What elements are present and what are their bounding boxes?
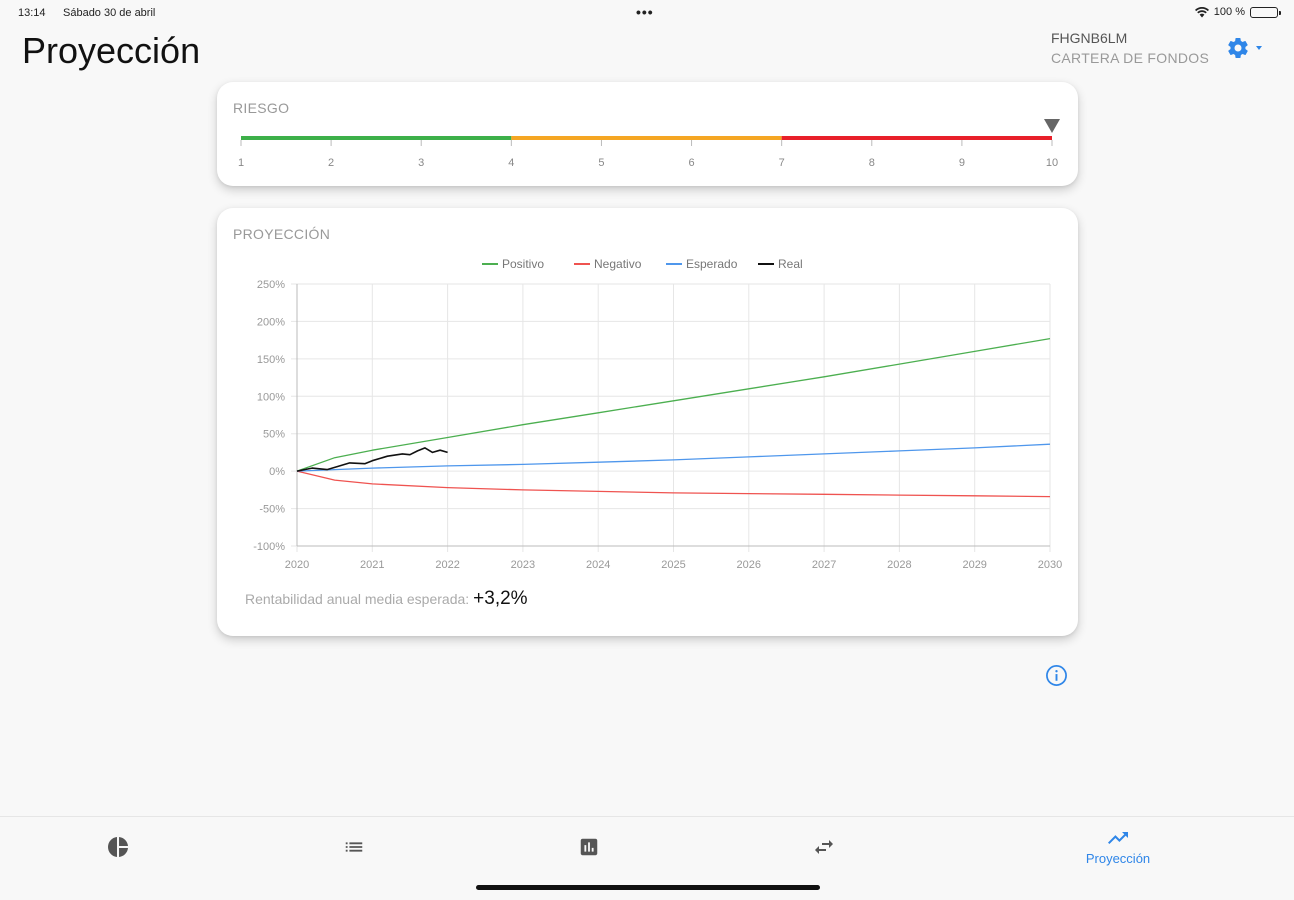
expected-return: Rentabilidad anual media esperada: +3,2% [245,588,528,610]
status-bar: 13:14 Sábado 30 de abril ••• 100 % [0,0,1294,26]
y-tick-label: 150% [257,354,285,366]
account-info: FHGNB6LM CARTERA DE FONDOS [1051,28,1209,68]
nav-tab-list[interactable] [324,817,384,877]
y-tick-label: 250% [257,279,285,291]
wifi-icon [1194,6,1209,17]
risk-tick-label: 3 [418,157,424,169]
y-tick-label: 0% [269,466,285,478]
series-line-negativo [296,470,1051,498]
risk-card: RIESGO 1 2 3 4 5 6 7 8 9 10 [217,82,1078,186]
y-tick-label: -100% [253,541,285,553]
status-time: 13:14 [18,7,46,19]
series-line-positivo [296,337,1051,472]
risk-tick-label: 4 [508,157,514,169]
caret-down-icon [1256,46,1262,50]
expected-return-value: +3,2% [473,588,528,609]
nav-tab-transfers[interactable] [794,817,854,877]
series-line-real [296,447,448,472]
risk-tick-label: 8 [869,157,875,169]
legend-label: Esperado [686,257,738,271]
info-icon [1046,665,1067,686]
legend-label: Real [778,257,803,271]
info-button[interactable] [1045,664,1068,692]
bar-chart-icon [580,838,598,856]
nav-tab-analysis[interactable] [559,817,619,877]
x-tick-label: 2020 [285,559,309,571]
risk-tick-label: 2 [328,157,334,169]
risk-scale: 1 2 3 4 5 6 7 8 9 10 [238,119,1060,169]
x-tick-label: 2024 [586,559,610,571]
account-type: CARTERA DE FONDOS [1051,50,1210,66]
pie-chart-icon [108,837,128,857]
risk-tick-label: 10 [1046,157,1058,169]
risk-tick-label: 9 [959,157,965,169]
y-tick-label: 100% [257,391,285,403]
series-line-esperado [296,443,1051,472]
x-tick-label: 2029 [962,559,986,571]
risk-tick-label: 6 [688,157,694,169]
settings-button[interactable] [1226,36,1264,60]
page-title: Proyección [22,30,201,71]
y-tick-label: 50% [263,429,285,441]
nav-tab-projection[interactable]: Proyección [1068,817,1168,877]
x-tick-label: 2027 [812,559,836,571]
projection-label: PROYECCIÓN [233,226,331,242]
risk-tick-label: 1 [238,157,244,169]
account-code: FHGNB6LM [1051,30,1128,46]
risk-tick-label: 7 [779,157,785,169]
x-tick-label: 2025 [661,559,685,571]
legend-label: Positivo [502,257,544,271]
y-tick-label: 200% [257,316,285,328]
risk-label: RIESGO [233,100,290,116]
status-indicators: 100 % [1194,6,1281,18]
risk-level-marker [1044,119,1060,133]
gear-icon [1228,38,1248,59]
status-date: Sábado 30 de abril [63,7,156,19]
list-icon [345,842,363,852]
x-tick-label: 2021 [360,559,384,571]
x-tick-label: 2028 [887,559,911,571]
battery-percent: 100 % [1213,6,1245,18]
trending-up-icon [1108,832,1128,844]
x-tick-label: 2023 [511,559,535,571]
home-indicator[interactable] [476,885,820,890]
multitasking-dots-icon[interactable]: ••• [636,4,654,20]
nav-tab-portfolio[interactable] [88,817,148,877]
x-tick-label: 2030 [1038,559,1062,571]
x-tick-label: 2022 [435,559,459,571]
swap-icon [815,840,833,854]
nav-tab-projection-label: Proyección [1085,851,1151,866]
projection-card: PROYECCIÓN Positivo Negativo Esperado Real 2… [217,208,1078,636]
y-tick-label: -50% [259,504,285,516]
expected-return-label: Rentabilidad anual media esperada: [245,591,470,607]
projection-chart: Positivo Negativo Esperado Real 250% 200% 150%… [253,257,1062,571]
x-tick-label: 2026 [737,559,761,571]
risk-tick-label: 5 [598,157,604,169]
legend-label: Negativo [594,257,642,271]
battery-icon [1250,6,1281,18]
